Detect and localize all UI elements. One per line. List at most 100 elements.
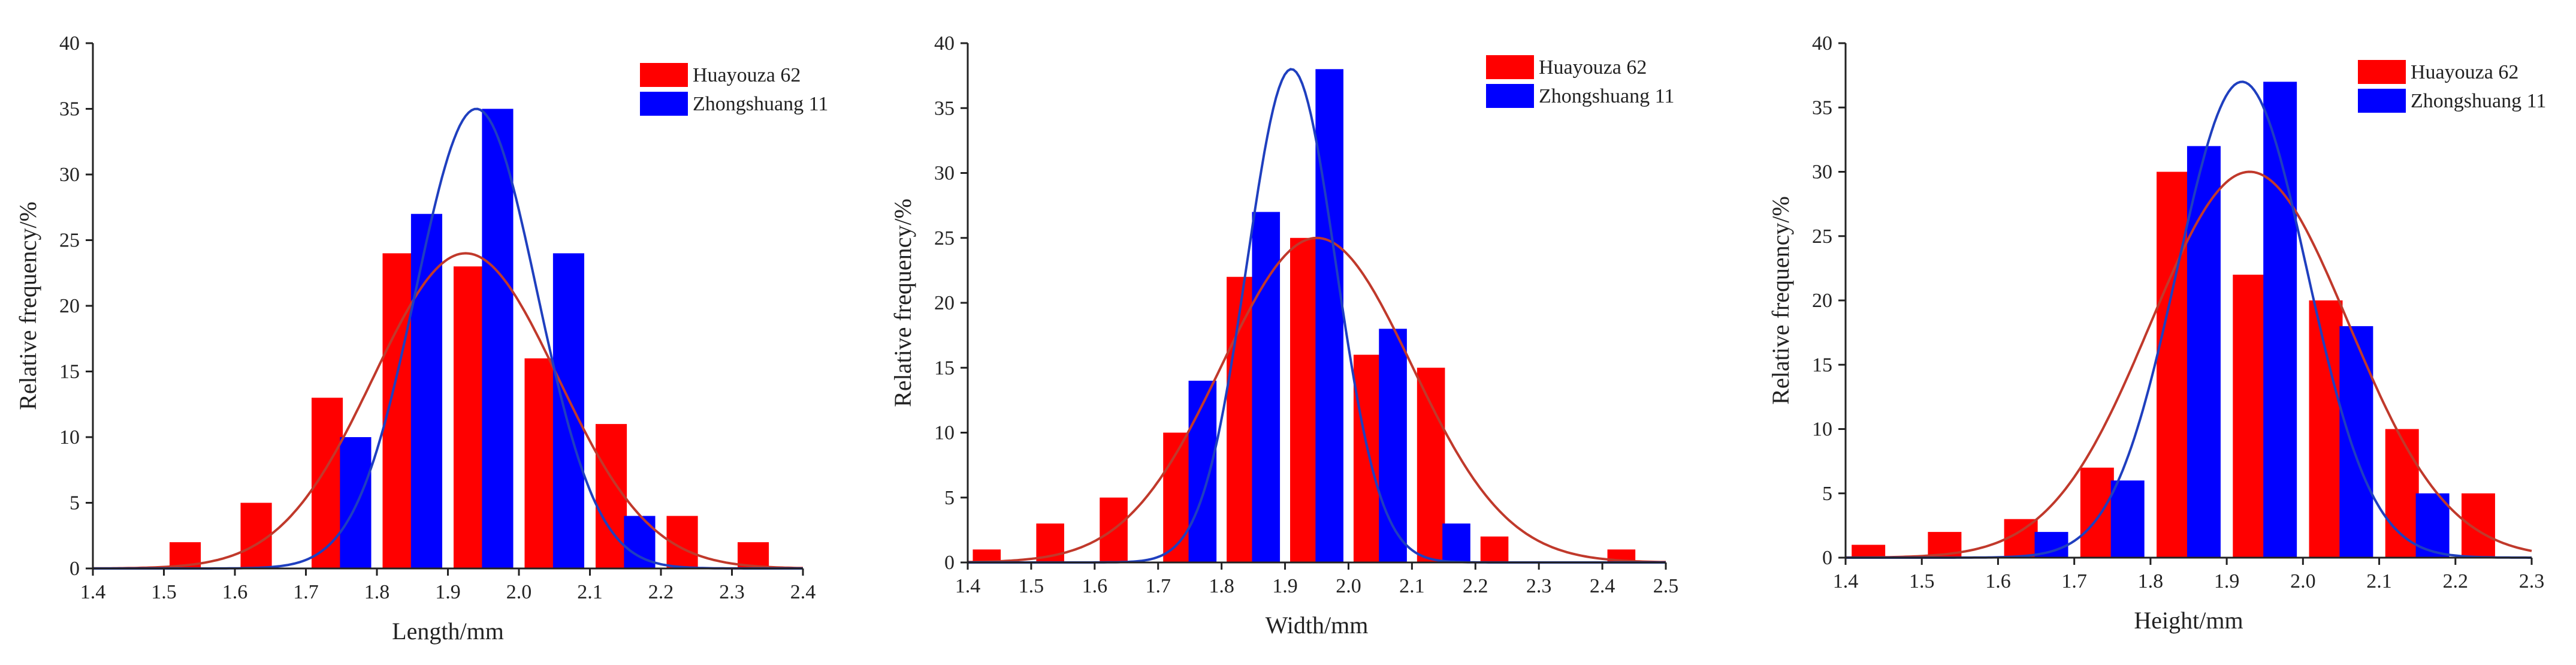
legend-swatch xyxy=(1486,84,1534,108)
x-tick-label: 1.8 xyxy=(2138,570,2164,592)
chart-panel-3: 1.4 1.5 1.6 1.7 1.8 1.9 2.0 2.1 2.2 2.3 0 5 10 15 20 25… xyxy=(1767,32,2546,634)
series-bars-1 xyxy=(973,237,1636,562)
x-tick-label: 2.2 xyxy=(2443,570,2469,592)
y-tick-label: 40 xyxy=(934,32,955,55)
legend-label: Huayouza 62 xyxy=(1539,56,1647,79)
x-tick-label: 1.8 xyxy=(1209,575,1234,597)
y-tick-label: 0 xyxy=(1822,547,1832,569)
x-tick-label: 2.4 xyxy=(1590,575,1615,597)
bar xyxy=(1290,237,1318,562)
y-tick-label: 30 xyxy=(59,164,80,186)
bar xyxy=(410,213,443,568)
bar xyxy=(1442,523,1470,562)
bar xyxy=(1852,544,1886,558)
x-tick-label: 1.7 xyxy=(293,581,319,603)
bar xyxy=(1227,276,1255,562)
x-axis-title: Width/mm xyxy=(1266,612,1369,639)
y-tick-label: 5 xyxy=(944,487,955,509)
series-bars-1 xyxy=(1852,171,2495,558)
y-tick-label: 20 xyxy=(59,295,80,317)
x-tick-label: 2.1 xyxy=(577,581,603,603)
bar xyxy=(1188,380,1217,562)
bar xyxy=(2233,275,2267,558)
bar xyxy=(595,424,627,568)
x-tick-label: 2.3 xyxy=(1526,575,1552,597)
x-tick-label: 1.9 xyxy=(435,581,461,603)
bar xyxy=(1417,368,1445,562)
series-bars-2 xyxy=(2034,82,2450,558)
fit-curve-1 xyxy=(968,236,1666,564)
x-tick-label: 1.5 xyxy=(1909,570,1935,592)
bar xyxy=(340,437,372,568)
bar xyxy=(2004,519,2038,558)
y-tick-label: 20 xyxy=(1812,290,1832,312)
x-tick-label: 1.4 xyxy=(955,575,981,597)
bar xyxy=(1379,329,1407,562)
y-tick-label: 10 xyxy=(934,422,955,444)
series-bars-2 xyxy=(1188,69,1470,563)
legend-label: Huayouza 62 xyxy=(2411,61,2518,83)
y-tick-label: 35 xyxy=(59,98,80,121)
y-tick-label: 35 xyxy=(1812,97,1832,119)
bar xyxy=(552,253,585,568)
y-tick-label: 25 xyxy=(934,227,955,249)
fit-curve-1 xyxy=(93,252,803,570)
x-tick-label: 1.7 xyxy=(2061,570,2087,592)
y-tick-label: 5 xyxy=(1822,483,1832,505)
y-tick-label: 40 xyxy=(1812,32,1832,55)
x-tick-label: 1.9 xyxy=(2214,570,2240,592)
bar xyxy=(1163,432,1191,562)
x-tick-label: 2.4 xyxy=(790,581,816,603)
bar xyxy=(482,109,514,568)
fit-curve-1 xyxy=(1846,170,2532,559)
legend-swatch xyxy=(2358,60,2406,84)
x-tick-label: 1.7 xyxy=(1145,575,1171,597)
legend: Huayouza 62 Zhongshuang 11 xyxy=(640,63,828,116)
x-tick-label: 1.5 xyxy=(1019,575,1044,597)
bar xyxy=(2187,146,2221,558)
bar xyxy=(1315,69,1343,563)
legend-swatch xyxy=(640,63,688,87)
y-axis-title: Relative frequency/% xyxy=(1767,196,1794,405)
bar xyxy=(2385,429,2419,558)
bar xyxy=(973,549,1001,562)
y-tick-label: 30 xyxy=(1812,161,1832,183)
legend: Huayouza 62 Zhongshuang 11 xyxy=(1486,55,1674,108)
x-tick-label: 2.1 xyxy=(1399,575,1425,597)
x-tick-label: 2.5 xyxy=(1653,575,1679,597)
y-tick-label: 0 xyxy=(944,552,955,574)
y-axis-title: Relative frequency/% xyxy=(889,198,916,407)
bar xyxy=(2110,480,2145,558)
y-tick-label: 25 xyxy=(59,230,80,252)
legend-label: Huayouza 62 xyxy=(693,64,801,86)
legend-label: Zhongshuang 11 xyxy=(693,93,828,115)
chart-panel-2: 1.4 1.5 1.6 1.7 1.8 1.9 2.0 2.1 2.2 2.3 2.4 2.5 0 5 10… xyxy=(889,32,1678,639)
bar xyxy=(1353,354,1382,562)
y-tick-label: 20 xyxy=(934,292,955,314)
x-tick-label: 1.8 xyxy=(364,581,390,603)
y-tick-label: 25 xyxy=(1812,225,1832,248)
y-tick-label: 0 xyxy=(70,558,80,580)
x-tick-label: 2.1 xyxy=(2366,570,2392,592)
x-tick-label: 2.3 xyxy=(2519,570,2545,592)
x-tick-label: 1.6 xyxy=(222,581,248,603)
x-tick-label: 1.6 xyxy=(1985,570,2011,592)
bar xyxy=(524,358,556,568)
legend: Huayouza 62 Zhongshuang 11 xyxy=(2358,60,2546,113)
bar xyxy=(453,266,485,568)
bar xyxy=(1480,536,1509,562)
x-tick-label: 1.9 xyxy=(1272,575,1298,597)
legend-label: Zhongshuang 11 xyxy=(1539,85,1674,107)
legend-swatch xyxy=(2358,89,2406,113)
series-bars-2 xyxy=(340,109,656,568)
bar xyxy=(2461,493,2495,558)
bar xyxy=(240,502,272,568)
x-axis-title: Length/mm xyxy=(392,618,504,645)
x-tick-label: 1.4 xyxy=(80,581,106,603)
x-tick-label: 2.0 xyxy=(506,581,532,603)
x-tick-label: 2.2 xyxy=(1463,575,1488,597)
y-tick-label: 15 xyxy=(934,357,955,379)
legend-label: Zhongshuang 11 xyxy=(2411,90,2546,112)
series-bars-1 xyxy=(169,253,769,568)
